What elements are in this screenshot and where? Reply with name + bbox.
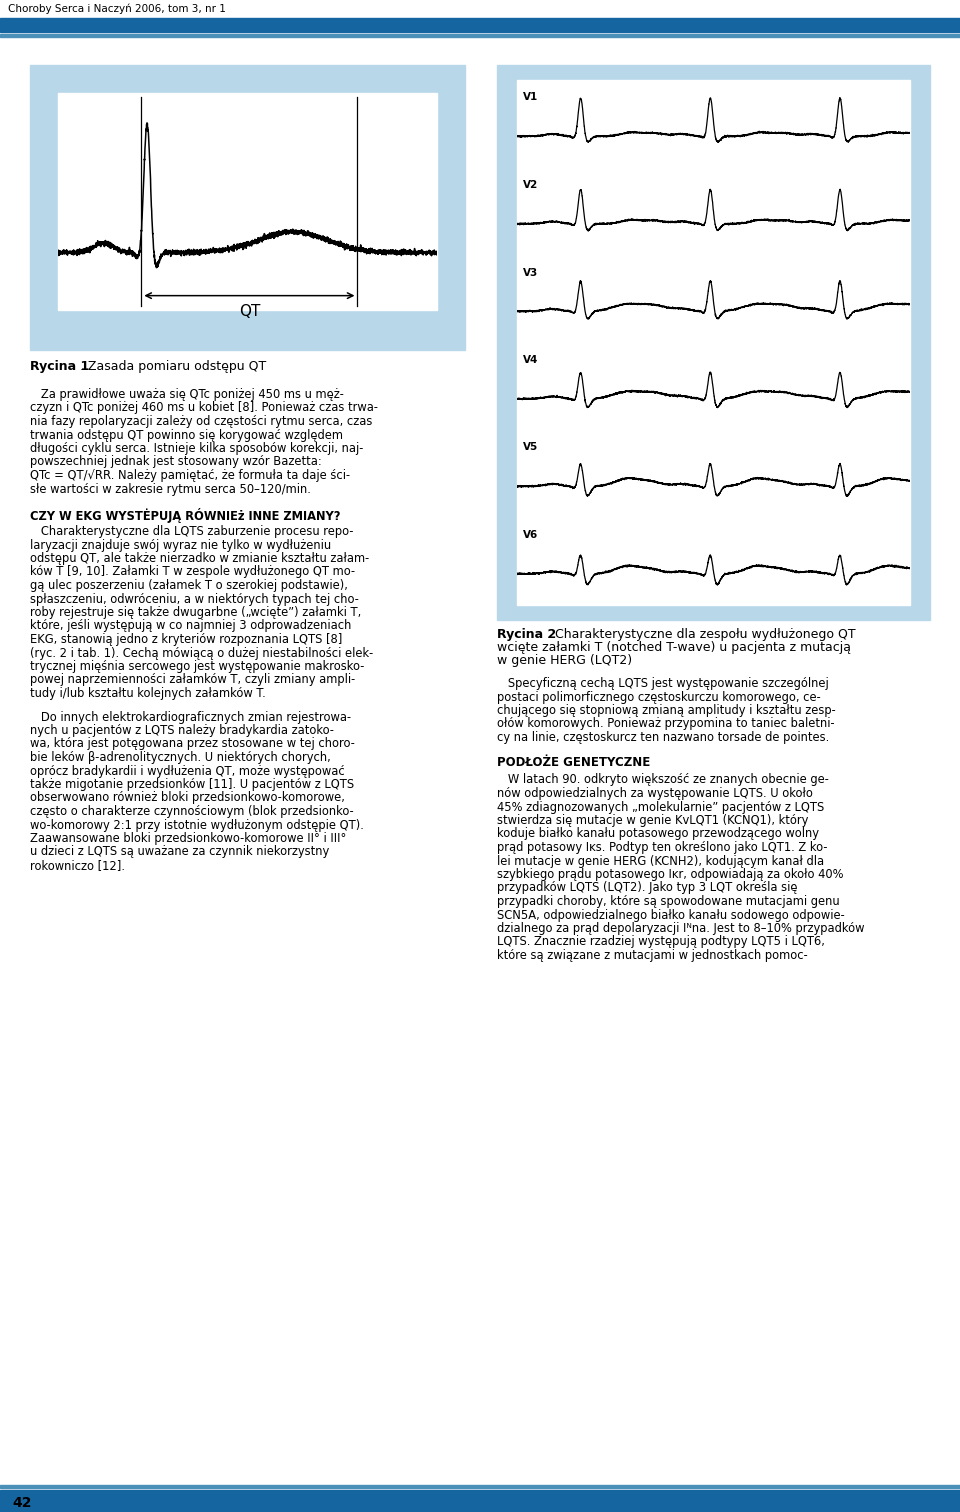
Text: gą ulec poszerzeniu (załamek T o szerokiej podstawie),: gą ulec poszerzeniu (załamek T o szeroki…	[30, 579, 348, 593]
Text: ków T [9, 10]. Załamki T w zespole wydłużonego QT mo-: ków T [9, 10]. Załamki T w zespole wydłu…	[30, 565, 355, 579]
Text: często o charakterze czynnościowym (blok przedsionko-: często o charakterze czynnościowym (blok…	[30, 804, 353, 818]
Text: laryzacji znajduje swój wyraz nie tylko w wydłużeniu: laryzacji znajduje swój wyraz nie tylko …	[30, 538, 331, 552]
Text: Do innych elektrokardiograficznych zmian rejestrowa-: Do innych elektrokardiograficznych zmian…	[30, 711, 351, 724]
Text: szybkiego prądu potasowego Iᴋr, odpowiadają za około 40%: szybkiego prądu potasowego Iᴋr, odpowiad…	[497, 868, 844, 881]
Text: przypadków LQTS (LQT2). Jako typ 3 LQT określa się: przypadków LQTS (LQT2). Jako typ 3 LQT o…	[497, 881, 798, 895]
Text: (ryc. 2 i tab. 1). Cechą mówiącą o dużej niestabilności elek-: (ryc. 2 i tab. 1). Cechą mówiącą o dużej…	[30, 647, 373, 659]
Text: Charakterystyczne dla LQTS zaburzenie procesu repo-: Charakterystyczne dla LQTS zaburzenie pr…	[30, 525, 353, 538]
Text: CZY W EKG WYSTĖPUJĄ RÓWNIEż INNE ZMIANY?: CZY W EKG WYSTĖPUJĄ RÓWNIEż INNE ZMIANY?	[30, 508, 341, 523]
Text: słe wartości w zakresie rytmu serca 50–120/min.: słe wartości w zakresie rytmu serca 50–1…	[30, 482, 311, 496]
Text: V1: V1	[523, 92, 539, 103]
Bar	[497, 65, 930, 620]
Text: u dzieci z LQTS są uważane za czynnik niekorzystny: u dzieci z LQTS są uważane za czynnik ni…	[30, 845, 329, 859]
Text: QT: QT	[239, 304, 260, 319]
Text: Rycina 1: Rycina 1	[30, 360, 89, 373]
Text: prąd potasowy Iᴋs. Podtyp ten określono jako LQT1. Z ko-: prąd potasowy Iᴋs. Podtyp ten określono …	[497, 841, 828, 854]
Text: długości cyklu serca. Istnieje kilka sposobów korekcji, naj-: długości cyklu serca. Istnieje kilka spo…	[30, 442, 364, 455]
Text: SCN5A, odpowiedzialnego białko kanału sodowego odpowie-: SCN5A, odpowiedzialnego białko kanału so…	[497, 909, 845, 921]
Text: chującego się stopniową zmianą amplitudy i kształtu zesp-: chującego się stopniową zmianą amplitudy…	[497, 705, 836, 717]
Text: wo-komorowy 2:1 przy istotnie wydłużonym odstępie QT).: wo-komorowy 2:1 przy istotnie wydłużonym…	[30, 818, 364, 832]
Text: nów odpowiedzialnych za występowanie LQTS. U około: nów odpowiedzialnych za występowanie LQT…	[497, 788, 813, 800]
Bar	[0, 18, 960, 32]
Text: trycznej mięśnia sercowego jest występowanie makrosko-: trycznej mięśnia sercowego jest występow…	[30, 661, 365, 673]
Text: V6: V6	[523, 531, 539, 540]
Text: EKG, stanowią jedno z kryteriów rozpoznania LQTS [8]: EKG, stanowią jedno z kryteriów rozpozna…	[30, 634, 343, 646]
Bar	[30, 65, 465, 349]
Text: Specyficzną cechą LQTS jest występowanie szczególnej: Specyficzną cechą LQTS jest występowanie…	[497, 677, 828, 689]
Text: bie leków β-adrenolitycznych. U niektórych chorych,: bie leków β-adrenolitycznych. U niektóry…	[30, 751, 331, 764]
Text: rokowniczo [12].: rokowniczo [12].	[30, 859, 125, 872]
Bar	[517, 80, 910, 605]
Text: spłaszczeniu, odwróceniu, a w niektórych typach tej cho-: spłaszczeniu, odwróceniu, a w niektórych…	[30, 593, 359, 605]
Text: PODŁOŻE GENETYCZNE: PODŁOŻE GENETYCZNE	[497, 756, 650, 770]
Text: powej naprzemienności załamków T, czyli zmiany ampli-: powej naprzemienności załamków T, czyli …	[30, 673, 355, 686]
Text: dzialnego za prąd depolaryzacji Iᴺna. Jest to 8–10% przypadków: dzialnego za prąd depolaryzacji Iᴺna. Je…	[497, 922, 865, 934]
Text: wa, która jest potęgowana przez stosowane w tej choro-: wa, która jest potęgowana przez stosowan…	[30, 738, 355, 750]
Text: obserwowano również bloki przedsionkowo-komorowe,: obserwowano również bloki przedsionkowo-…	[30, 791, 345, 804]
Text: W latach 90. odkryto większość ze znanych obecnie ge-: W latach 90. odkryto większość ze znanyc…	[497, 774, 828, 786]
Text: Rycina 2: Rycina 2	[497, 627, 556, 641]
Text: cy na linie, częstoskurcz ten nazwano torsade de pointes.: cy na linie, częstoskurcz ten nazwano to…	[497, 730, 829, 744]
Bar	[0, 1485, 960, 1488]
Text: . Zasada pomiaru odstępu QT: . Zasada pomiaru odstępu QT	[80, 360, 266, 373]
Text: także migotanie przedsionków [11]. U pacjentów z LQTS: także migotanie przedsionków [11]. U pac…	[30, 779, 354, 791]
Text: lei mutacje w genie HERG (KCNH2), kodującym kanał dla: lei mutacje w genie HERG (KCNH2), kodują…	[497, 854, 824, 868]
Text: powszechniej jednak jest stosowany wzór Bazetta:: powszechniej jednak jest stosowany wzór …	[30, 455, 322, 469]
Text: V4: V4	[523, 355, 539, 364]
Text: nia fazy repolaryzacji zależy od częstości rytmu serca, czas: nia fazy repolaryzacji zależy od częstoś…	[30, 414, 372, 428]
Text: ołów komorowych. Ponieważ przypomina to taniec baletni-: ołów komorowych. Ponieważ przypomina to …	[497, 718, 834, 730]
Text: Choroby Serca i Naczyń 2006, tom 3, nr 1: Choroby Serca i Naczyń 2006, tom 3, nr 1	[8, 3, 226, 14]
Bar	[58, 94, 437, 310]
Text: Zaawansowane bloki przedsionkowo-komorowe II° i III°: Zaawansowane bloki przedsionkowo-komorow…	[30, 832, 347, 845]
Text: przypadki choroby, które są spowodowane mutacjami genu: przypadki choroby, które są spowodowane …	[497, 895, 840, 909]
Text: nych u pacjentów z LQTS należy bradykardia zatoko-: nych u pacjentów z LQTS należy bradykard…	[30, 724, 334, 736]
Text: wcięte załamki T (notched T-wave) u pacjenta z mutacją: wcięte załamki T (notched T-wave) u pacj…	[497, 641, 851, 655]
Text: roby rejestruje się także dwugarbne („wcięte”) załamki T,: roby rejestruje się także dwugarbne („wc…	[30, 606, 361, 618]
Text: 42: 42	[12, 1495, 32, 1510]
Text: w genie HERG (LQT2): w genie HERG (LQT2)	[497, 655, 632, 667]
Text: 45% zdiagnozowanych „molekularnie” pacjentów z LQTS: 45% zdiagnozowanych „molekularnie” pacje…	[497, 800, 825, 813]
Text: www.chsin.viamedica.pl: www.chsin.viamedica.pl	[835, 1500, 952, 1510]
Text: tudy i/lub kształtu kolejnych załamków T.: tudy i/lub kształtu kolejnych załamków T…	[30, 686, 266, 700]
Text: oprócz bradykardii i wydłużenia QT, może występować: oprócz bradykardii i wydłużenia QT, może…	[30, 765, 345, 777]
Text: które, jeśli występują w co najmniej 3 odprowadzeniach: które, jeśli występują w co najmniej 3 o…	[30, 620, 351, 632]
Text: LQTS. Znacznie rzadziej występują podtypy LQT5 i LQT6,: LQTS. Znacznie rzadziej występują podtyp…	[497, 936, 825, 948]
Text: . Charakterystyczne dla zespołu wydłużonego QT: . Charakterystyczne dla zespołu wydłużon…	[547, 627, 855, 641]
Text: trwania odstępu QT powinno się korygować względem: trwania odstępu QT powinno się korygować…	[30, 428, 343, 442]
Text: odstępu QT, ale także nierzadko w zmianie kształtu załam-: odstępu QT, ale także nierzadko w zmiani…	[30, 552, 370, 565]
Text: V3: V3	[523, 268, 539, 278]
Text: V5: V5	[523, 443, 539, 452]
Bar	[0, 33, 960, 36]
Text: V2: V2	[523, 180, 539, 191]
Text: koduje białko kanału potasowego przewodzącego wolny: koduje białko kanału potasowego przewodz…	[497, 827, 819, 841]
Text: które są związane z mutacjami w jednostkach pomoc-: które są związane z mutacjami w jednostk…	[497, 950, 807, 962]
Bar	[0, 1489, 960, 1512]
Text: postaci polimorficznego częstoskurczu komorowego, ce-: postaci polimorficznego częstoskurczu ko…	[497, 691, 821, 703]
Text: czyzn i QTc poniżej 460 ms u kobiet [8]. Ponieważ czas trwa-: czyzn i QTc poniżej 460 ms u kobiet [8].…	[30, 402, 378, 414]
Text: Za prawidłowe uważa się QTc poniżej 450 ms u męż-: Za prawidłowe uważa się QTc poniżej 450 …	[30, 389, 344, 401]
Text: QTc = QT/√RR. Należy pamiętać, że formuła ta daje ści-: QTc = QT/√RR. Należy pamiętać, że formuł…	[30, 469, 350, 482]
Text: stwierdza się mutacje w genie KvLQT1 (KCNQ1), który: stwierdza się mutacje w genie KvLQT1 (KC…	[497, 813, 808, 827]
